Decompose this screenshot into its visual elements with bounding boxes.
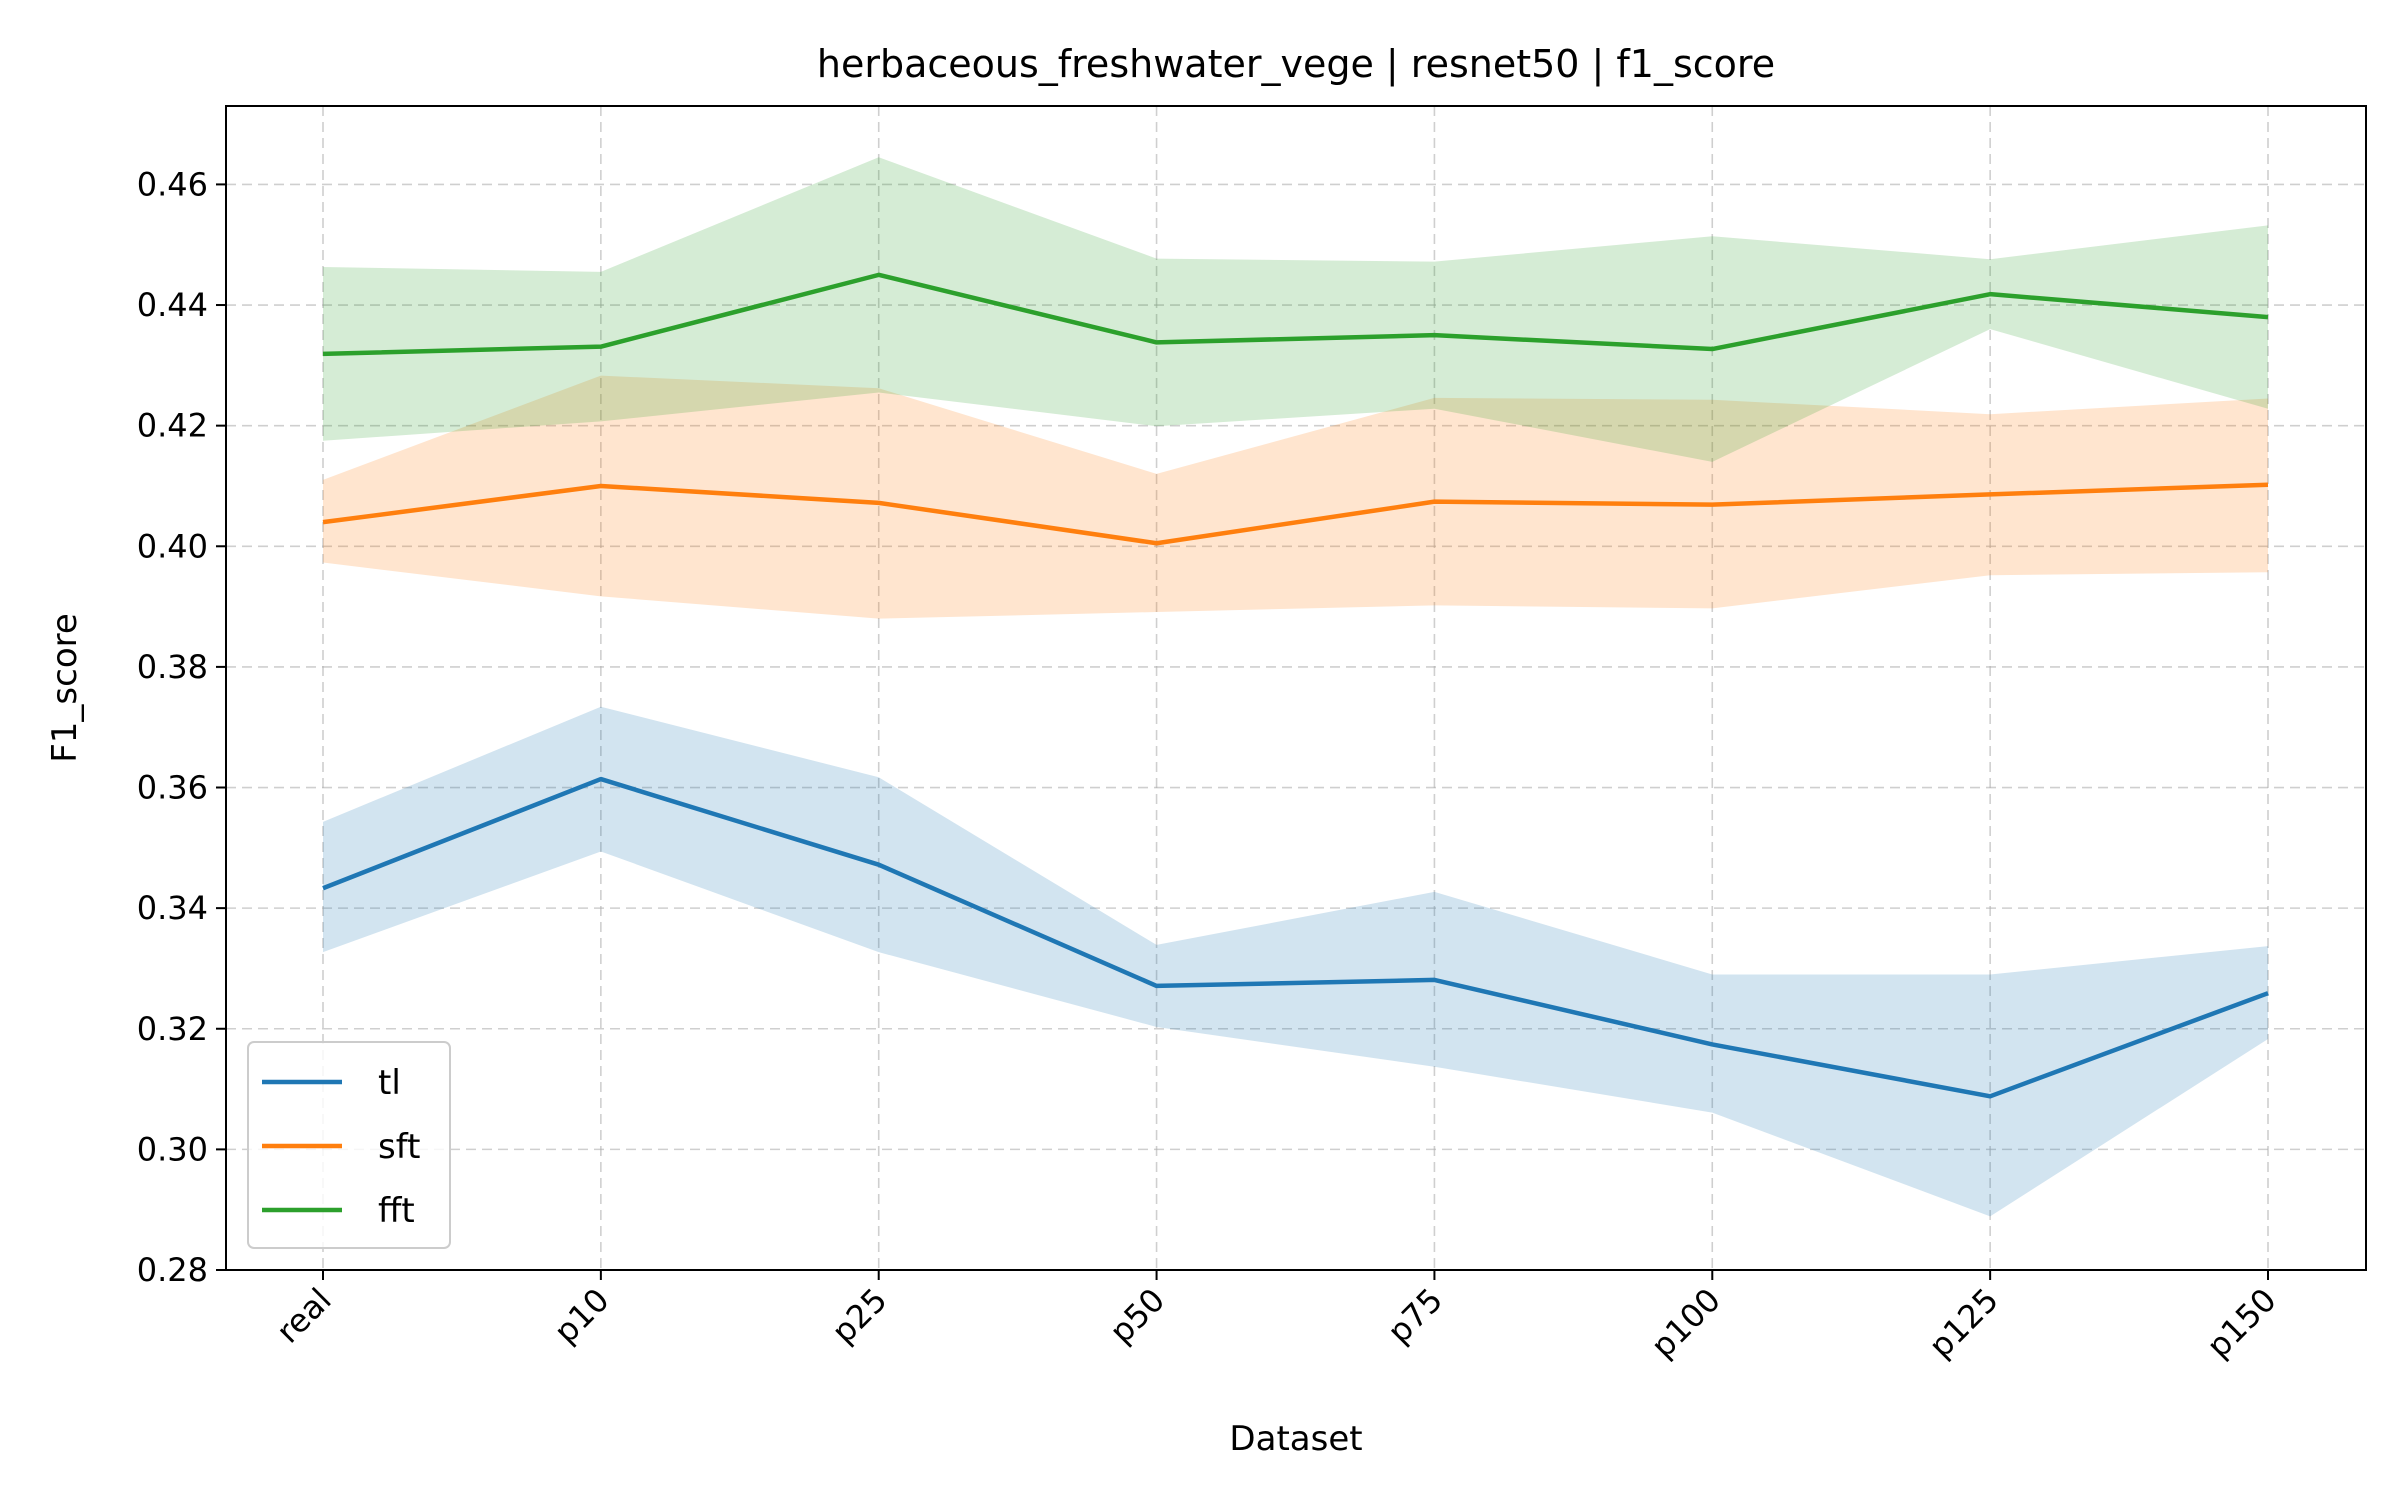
y-axis-title: F1_score [45,613,85,763]
chart-title: herbaceous_freshwater_vege | resnet50 | … [817,42,1775,87]
legend-label-sft: sft [378,1127,420,1167]
series-line-fft [322,272,2269,357]
y-tick-label: 0.46 [137,165,208,203]
x-axis: real p10 p25 p50 p75 p100 p125 p150 [269,1270,2284,1365]
grid [226,106,2366,1271]
series-lines [322,272,2269,1099]
y-tick-label: 0.44 [137,286,208,324]
plot-frame [225,105,2367,1271]
band-tl [323,706,2268,1217]
confidence-bands [323,157,2268,1217]
y-tick-label: 0.36 [137,769,208,807]
x-tick-label: p75 [1380,1281,1450,1351]
legend: tl sft fft [247,1041,451,1249]
legend-box [247,1041,451,1249]
y-tick-label: 0.38 [137,648,208,686]
x-tick-label: p10 [546,1281,616,1351]
legend-label-tl: tl [378,1063,401,1103]
x-tick-label: p150 [2199,1281,2283,1365]
legend-label-fft: fft [378,1191,415,1231]
series-line-tl [322,776,2269,1099]
x-tick-label: p125 [1921,1281,2005,1365]
x-tick-label: p50 [1102,1281,1172,1351]
x-tick-label: p25 [824,1281,894,1351]
band-fft [323,157,2268,462]
y-tick-label: 0.30 [137,1130,208,1168]
x-axis-title: Dataset [1229,1419,1362,1459]
y-tick-label: 0.42 [137,407,208,445]
x-tick-label: p100 [1644,1281,1728,1365]
y-tick-label: 0.34 [137,889,208,927]
y-tick-label: 0.40 [137,527,208,565]
x-tick-label: real [269,1281,339,1351]
series-line-sft [322,482,2269,546]
y-tick-label: 0.28 [137,1251,208,1289]
y-tick-label: 0.32 [137,1010,208,1048]
band-sft [323,375,2268,619]
y-axis: 0.28 0.30 0.32 0.34 0.36 0.38 0.40 0.42 0.44 0.46 [137,165,226,1289]
